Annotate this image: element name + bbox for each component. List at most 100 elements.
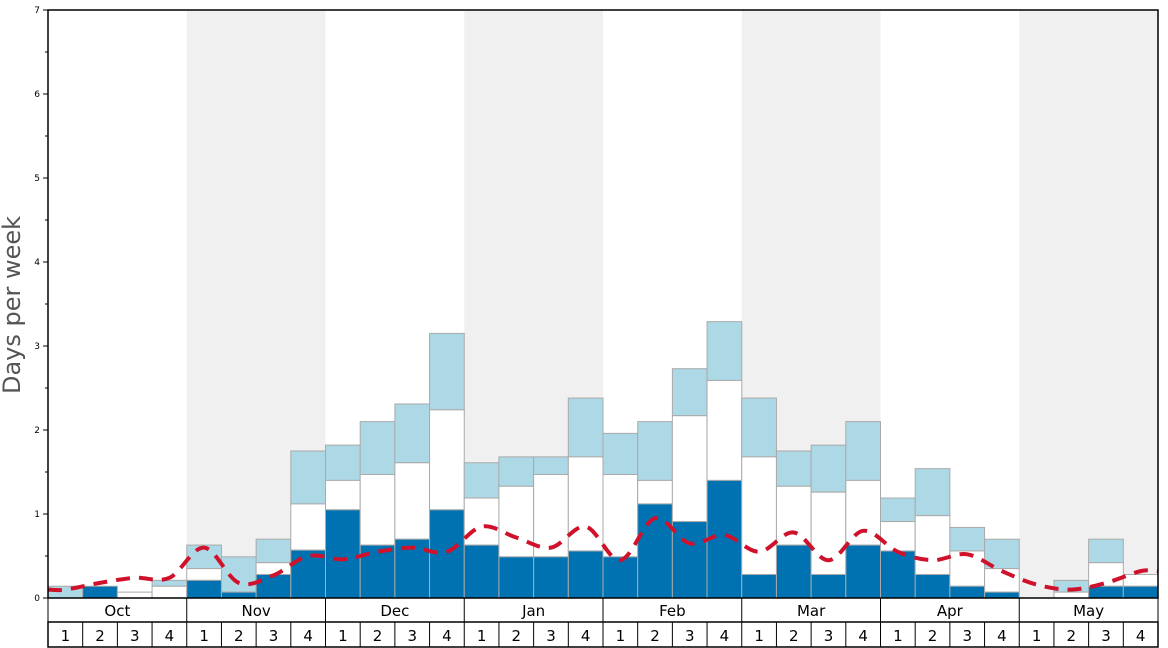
week-label: 2 — [234, 627, 244, 645]
bar-mid-23 — [845, 479, 881, 546]
month-label: Feb — [659, 602, 686, 620]
bar-mid-4 — [186, 568, 222, 581]
bar-light-23 — [845, 421, 881, 481]
bar-mid-25 — [914, 515, 951, 575]
week-label: 3 — [407, 627, 417, 645]
week-label: 3 — [130, 627, 140, 645]
month-label: Apr — [937, 602, 964, 620]
bar-mid-29 — [1053, 591, 1090, 599]
ytick-label: 1 — [34, 510, 40, 520]
bar-light-20 — [741, 397, 777, 458]
bar-mid-20 — [741, 456, 777, 575]
bar-mid-24 — [880, 521, 916, 552]
week-label: 4 — [858, 627, 868, 645]
week-label: 2 — [373, 627, 383, 645]
bar-mid-22 — [810, 491, 847, 575]
bar-light-14 — [533, 456, 569, 476]
week-label: 3 — [269, 627, 279, 645]
bar-mid-18 — [671, 415, 708, 523]
bar-dark-8 — [325, 509, 361, 599]
shade-may — [1019, 10, 1158, 598]
bar-light-5 — [220, 556, 257, 593]
bar-dark-5 — [220, 591, 257, 599]
bar-dark-27 — [984, 591, 1020, 599]
bar-light-18 — [671, 368, 708, 417]
bar-light-12 — [463, 462, 500, 499]
bar-light-7 — [290, 450, 326, 505]
week-label: 1 — [338, 627, 348, 645]
bar-light-19 — [706, 321, 743, 381]
week-label: 3 — [1101, 627, 1111, 645]
ytick-label: 5 — [34, 174, 40, 184]
bar-light-26 — [949, 526, 986, 552]
week-label: 1 — [893, 627, 903, 645]
bar-dark-24 — [880, 550, 916, 599]
bar-mid-19 — [706, 379, 743, 481]
bar-dark-20 — [741, 573, 777, 599]
ytick-label: 3 — [34, 342, 40, 352]
average-line — [47, 516, 1159, 593]
bar-dark-16 — [602, 556, 639, 599]
y-ticks: 0 1 2 3 4 5 6 7 — [34, 6, 48, 604]
bar-light-9 — [359, 421, 396, 476]
bar-dark-21 — [775, 544, 812, 599]
bar-light-21 — [775, 450, 812, 487]
week-label: 2 — [789, 627, 799, 645]
bar-light-10 — [394, 403, 431, 464]
y-axis-label: Days per week — [0, 216, 26, 394]
week-label: 1 — [1032, 627, 1042, 645]
bar-mid-3 — [151, 585, 188, 599]
week-label: 4 — [303, 627, 313, 645]
week-label: 2 — [95, 627, 105, 645]
bar-light-25 — [914, 468, 951, 517]
week-label: 3 — [685, 627, 695, 645]
week-label: 1 — [754, 627, 764, 645]
bar-mid-10 — [394, 462, 431, 540]
bar-light-15 — [567, 397, 604, 458]
bar-mid-30 — [1088, 562, 1124, 587]
ytick-label: 2 — [34, 426, 40, 436]
average-line-path — [47, 516, 1159, 593]
week-label: 1 — [61, 627, 71, 645]
month-label: Oct — [104, 602, 130, 620]
month-label: May — [1073, 602, 1104, 620]
ytick-label: 4 — [34, 258, 40, 268]
bar-mid-8 — [325, 479, 361, 511]
month-shading — [186, 10, 1158, 598]
bar-mid-7 — [290, 503, 326, 551]
bar-dark-12 — [463, 544, 500, 599]
bar-light-17 — [637, 421, 673, 481]
week-label: 4 — [442, 627, 452, 645]
ytick-label: 7 — [34, 6, 40, 16]
week-label: 3 — [824, 627, 834, 645]
bar-dark-1 — [82, 585, 118, 599]
bar-light-8 — [325, 444, 361, 481]
bar-dark-26 — [949, 585, 986, 599]
week-label: 2 — [512, 627, 522, 645]
bar-mid-13 — [498, 485, 535, 558]
bar-light-30 — [1088, 538, 1124, 564]
month-label: Jan — [521, 602, 545, 620]
week-label: 2 — [1067, 627, 1077, 645]
bar-mid-11 — [429, 409, 465, 511]
week-label: 4 — [1136, 627, 1146, 645]
week-label: 2 — [650, 627, 660, 645]
bar-light-13 — [498, 456, 535, 487]
bar-dark-15 — [567, 550, 604, 599]
bar-dark-23 — [845, 544, 881, 599]
bar-mid-21 — [775, 485, 812, 546]
week-label: 4 — [720, 627, 730, 645]
week-label: 3 — [546, 627, 556, 645]
week-label: 4 — [581, 627, 591, 645]
bar-mid-9 — [359, 474, 396, 546]
x-labels: Oct Nov Dec Jan Feb Mar Apr May 1 2 3 4 1 2 3 4 1 2 3 4 1 2 3 4… — [47, 598, 1159, 648]
week-label: 4 — [997, 627, 1007, 645]
bar-mid-2 — [116, 591, 153, 599]
bar-mid-6 — [255, 562, 292, 575]
month-label: Mar — [797, 602, 826, 620]
week-label: 1 — [199, 627, 209, 645]
week-label: 1 — [616, 627, 626, 645]
ytick-label: 0 — [34, 594, 40, 604]
bar-mid-31 — [1122, 573, 1159, 587]
